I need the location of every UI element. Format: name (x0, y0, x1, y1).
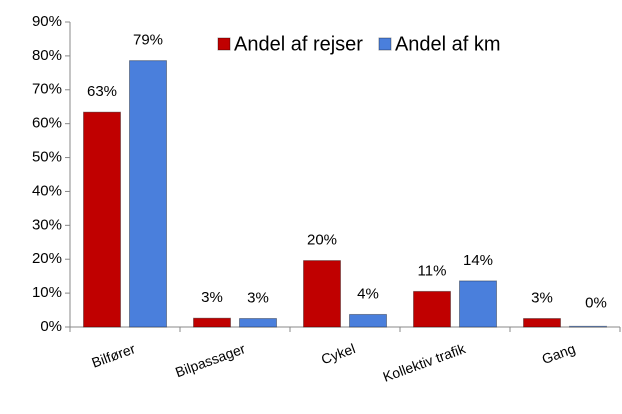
data-label: 3% (531, 289, 553, 306)
y-tick-label: 90% (32, 13, 62, 30)
data-label: 0% (585, 294, 607, 311)
y-tick-label: 20% (32, 250, 62, 267)
x-tick-label: Cykel (319, 340, 357, 367)
bar (459, 280, 497, 328)
y-tick-label: 0% (40, 318, 62, 335)
y-tick-label: 80% (32, 47, 62, 64)
y-tick-label: 40% (32, 182, 62, 199)
legend-swatch (217, 37, 231, 51)
data-label: 3% (247, 289, 269, 306)
data-label: 3% (201, 289, 223, 306)
bar (239, 318, 277, 328)
x-tick-label: Kollektiv trafik (381, 340, 469, 385)
legend-swatch (378, 37, 392, 51)
bar (349, 313, 387, 328)
x-tick-label: Gang (540, 340, 578, 367)
bar (523, 318, 561, 328)
bar (303, 260, 341, 328)
data-label: 20% (307, 232, 337, 249)
data-label: 79% (133, 32, 163, 49)
y-tick-label: 60% (32, 115, 62, 132)
y-tick-label: 30% (32, 216, 62, 233)
bar (413, 290, 451, 328)
legend-label: Andel af km (395, 33, 501, 55)
data-label: 63% (87, 83, 117, 100)
data-label: 11% (418, 262, 447, 279)
legend-label: Andel af rejser (234, 33, 363, 55)
data-label: 4% (357, 285, 379, 302)
x-tick-label: Bilpassager (173, 340, 248, 380)
data-label: 14% (463, 252, 493, 269)
y-tick-label: 50% (32, 149, 62, 166)
bar (83, 111, 121, 328)
x-tick-label: Bilfører (89, 340, 137, 371)
y-tick-label: 10% (32, 284, 62, 301)
bar (129, 60, 167, 328)
bar (569, 325, 607, 328)
bar (193, 317, 231, 328)
y-tick-label: 70% (32, 81, 62, 98)
